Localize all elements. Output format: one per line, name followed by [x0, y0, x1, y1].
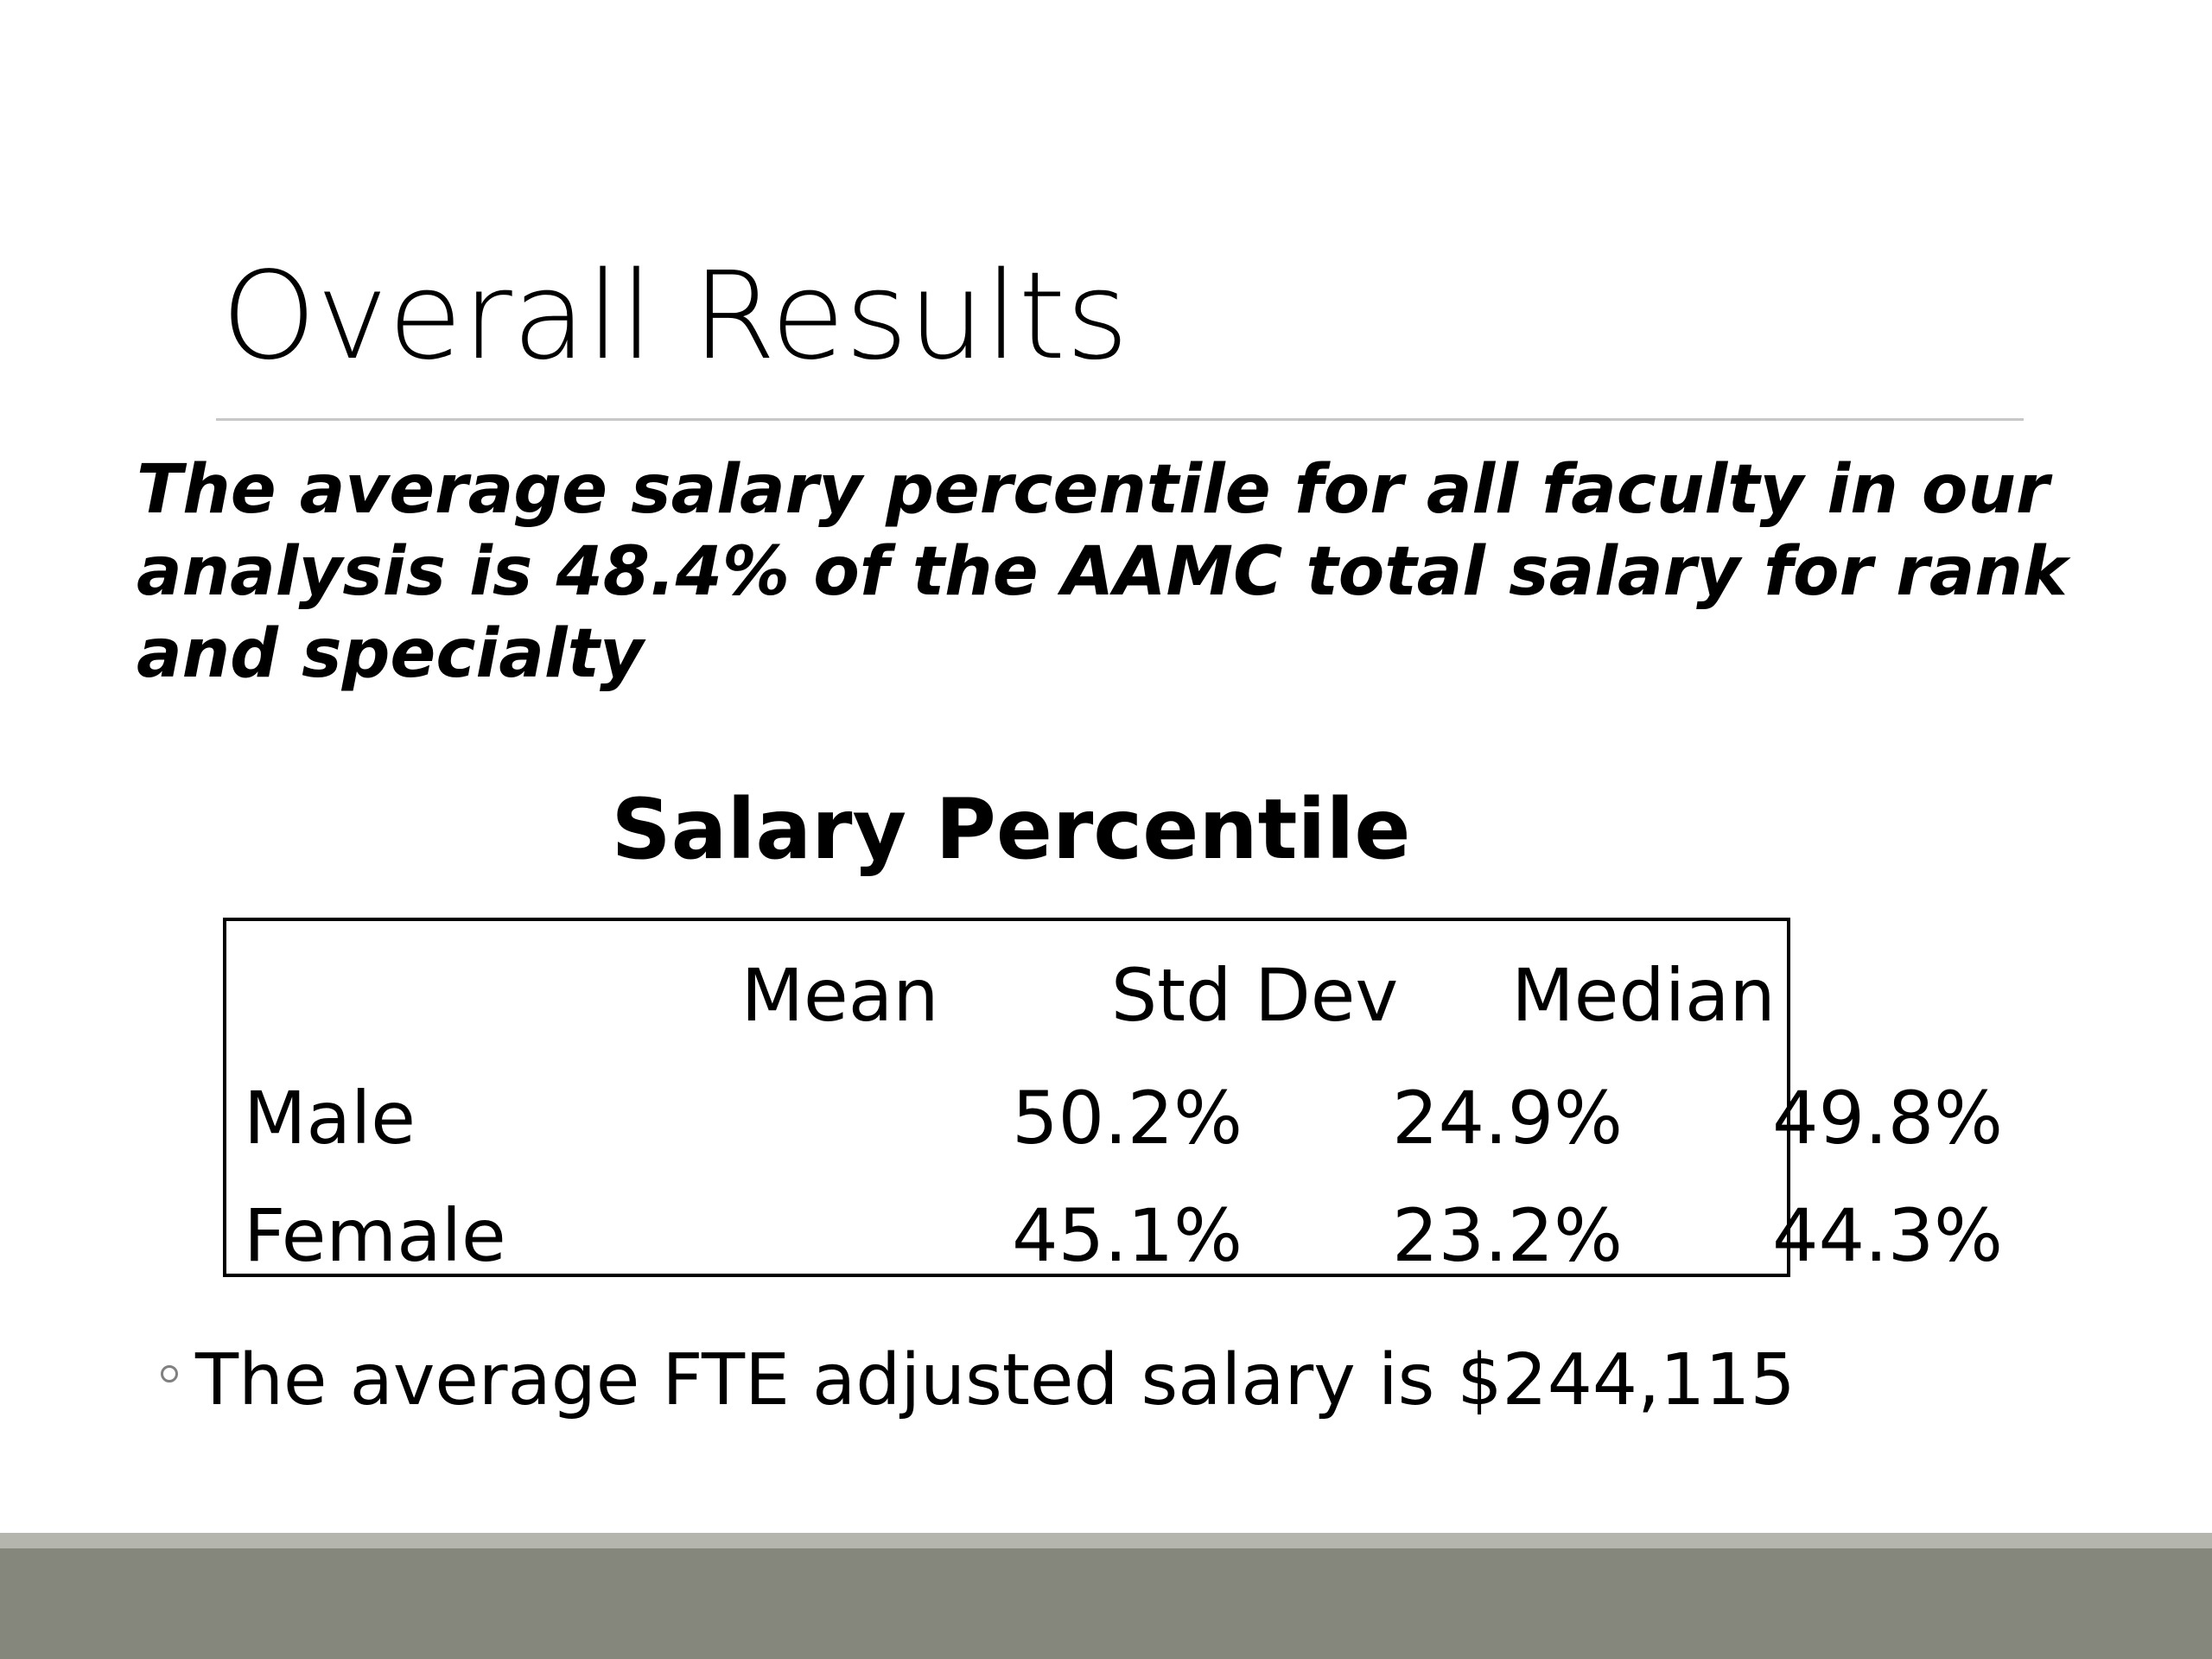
summary-text: The average salary percentile for all fa… [137, 451, 2068, 693]
row-label-male: Male [244, 1076, 416, 1160]
row-label-female: Female [244, 1193, 506, 1278]
column-header-median: Median [1511, 953, 1776, 1038]
slide-title: Overall Results [221, 246, 1129, 387]
cell-male-median: 49.8% [1772, 1076, 2003, 1160]
bullet-text: The average FTE adjusted salary is $244,… [195, 1339, 1796, 1421]
column-header-std-dev: Std Dev [1110, 953, 1399, 1038]
title-divider [216, 418, 2024, 421]
table-title: Salary Percentile [611, 781, 1411, 878]
hollow-circle-bullet-icon [161, 1365, 178, 1382]
cell-female-std-dev: 23.2% [1392, 1193, 1623, 1278]
column-header-mean: Mean [741, 953, 939, 1038]
bullet-item: The average FTE adjusted salary is $244,… [161, 1338, 1796, 1424]
cell-female-mean: 45.1% [1012, 1193, 1243, 1278]
cell-male-mean: 50.2% [1012, 1076, 1243, 1160]
salary-percentile-table: Mean Std Dev Median Male 50.2% 24.9% 49.… [223, 918, 2003, 1278]
cell-male-std-dev: 24.9% [1392, 1076, 1623, 1160]
footer-band [0, 1548, 2212, 1659]
footer-stripe [0, 1533, 2212, 1548]
cell-female-median: 44.3% [1772, 1193, 2003, 1278]
